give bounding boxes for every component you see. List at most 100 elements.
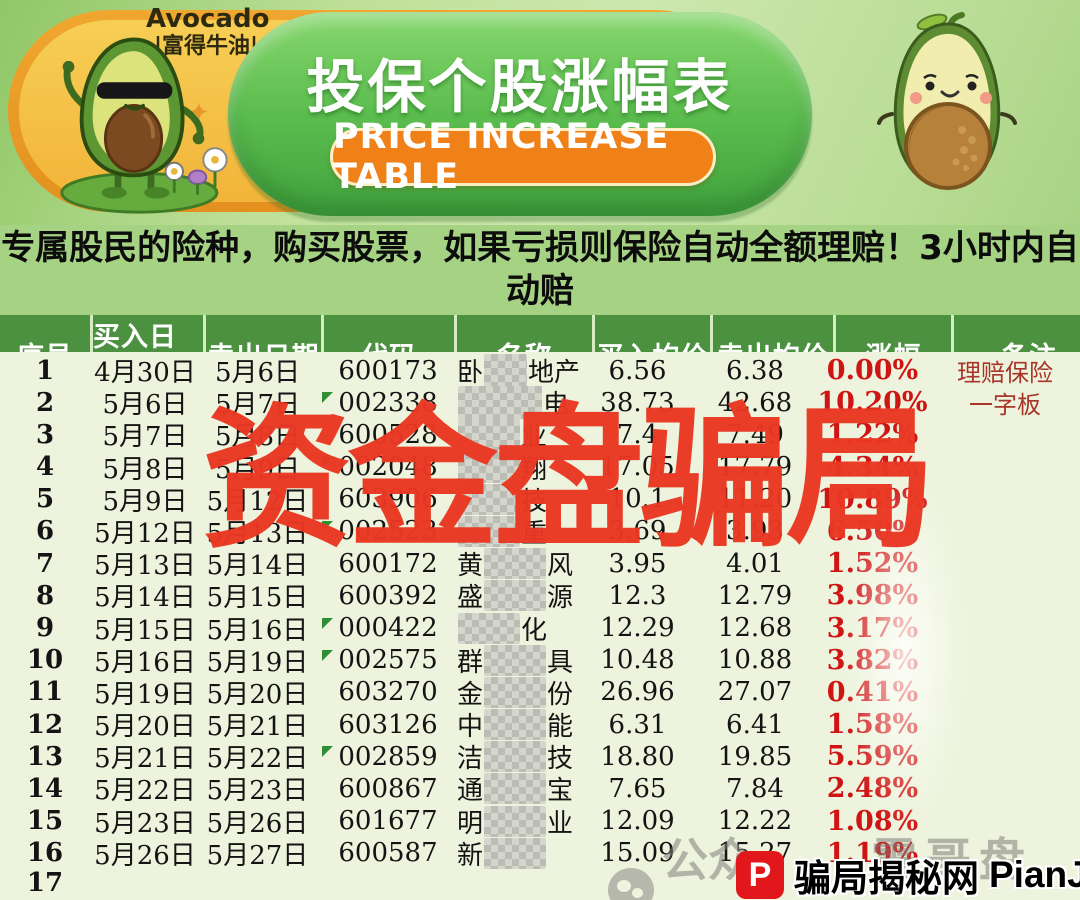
cell-change: 3.98%: [826, 580, 919, 612]
code-value: 002048: [338, 452, 438, 483]
cell-buy-date: 5月21日: [94, 744, 196, 775]
cell-sell-price: 11.20: [717, 484, 793, 515]
cell-index: 13: [26, 741, 64, 772]
cell-change: 10.20%: [817, 387, 928, 419]
cell-code: 600587: [315, 838, 445, 868]
cell-change: 2.48%: [826, 773, 919, 805]
cell-name: 卧 地产: [445, 352, 580, 389]
table-row: 6 5月12日 5月13日 002523 重 3.69 3.93 6.50%: [0, 513, 1080, 549]
cell-code: 603126: [315, 710, 445, 740]
cell-code: 600867: [315, 774, 445, 804]
cell-buy-price: 17.05: [600, 452, 675, 483]
code-value: 603906: [338, 484, 438, 515]
cell-sell-date: 5月16日: [206, 615, 309, 646]
page-subtitle: PRICE INCREASE TABLE: [330, 117, 716, 197]
table-row: 12 5月20日 5月21日 603126 中 能 6.31 6.41 1.58…: [0, 706, 1080, 742]
site-url: PianJu.Top: [989, 854, 1080, 895]
cell-index: 16: [26, 838, 64, 869]
censor-mosaic: [458, 515, 520, 547]
name-prefix: 通: [457, 776, 484, 807]
code-value: 600867: [338, 773, 438, 804]
cell-name: 重: [445, 513, 580, 550]
code-flag-icon: [322, 649, 334, 661]
cell-index: 1: [35, 355, 55, 386]
name-suffix: 风: [547, 551, 574, 582]
cell-index: 5: [35, 484, 55, 515]
cell-sell-price: 6.38: [726, 355, 784, 386]
cell-sell-date: 5月19日: [206, 647, 309, 678]
cell-sell-price: 12.22: [717, 806, 793, 837]
name-prefix: 洁: [457, 744, 484, 775]
cell-change: 0.41%: [826, 676, 919, 708]
cell-code: 600172: [315, 549, 445, 579]
cell-change: 1.19%: [826, 837, 919, 869]
cell-sell-date: 5月26日: [206, 808, 309, 839]
code-value: 002523: [338, 516, 438, 547]
code-value: 603270: [338, 677, 438, 708]
cell-sell-date: 5月9日: [214, 454, 301, 485]
cell-sell-date: 5月12日: [206, 486, 309, 517]
cell-change: 10.89%: [817, 483, 928, 515]
name-suffix: 重: [521, 518, 548, 549]
name-suffix: 源: [547, 583, 574, 614]
code-flag-icon: [322, 520, 334, 532]
cell-code: 603270: [315, 677, 445, 707]
notice-line1: 专属股民的险种，购买股票，如果亏损则保险自动全额理赔！3小时内自动赔: [1, 228, 1079, 311]
cell-name: 技: [445, 481, 580, 518]
cell-note: 理赔保险: [957, 359, 1053, 387]
cell-code: 603906: [315, 484, 445, 514]
cell-buy-date: 5月16日: [94, 647, 196, 678]
cell-name: 群 具: [445, 642, 580, 679]
censor-mosaic: [484, 741, 547, 773]
cell-name: 黄 风: [445, 545, 580, 582]
cell-sell-date: 5月7日: [214, 390, 301, 421]
cell-change: 1.52%: [826, 548, 919, 580]
table-row: 4 5月8日 5月9日 002048 翔 17.05 17.79 4.34%: [0, 449, 1080, 485]
cell-buy-date: 5月15日: [94, 615, 196, 646]
cell-index: 8: [35, 580, 55, 611]
cell-change: 0.00%: [826, 355, 919, 386]
code-value: 603126: [338, 709, 438, 740]
table-row: 9 5月15日 5月16日 000422 化 12.29 12.68 3.17%: [0, 610, 1080, 646]
cell-code: [315, 883, 445, 884]
censor-mosaic: [458, 451, 520, 483]
cell-sell-price: 7.49: [726, 419, 784, 450]
name-suffix: 业: [547, 808, 574, 839]
cell-code: 000422: [315, 613, 445, 643]
cell-buy-date: 5月6日: [102, 390, 188, 421]
cell-code: 002048: [315, 452, 445, 482]
cell-sell-price: 3.93: [726, 516, 784, 547]
cell-change: 6.50%: [826, 515, 919, 547]
cell-sell-date: 5月14日: [206, 551, 309, 582]
cell-change: 1.58%: [826, 709, 919, 741]
cell-index: 11: [26, 677, 64, 708]
brand-label: Avocado |富得牛油|: [146, 4, 270, 58]
censor-mosaic: [484, 837, 547, 869]
cell-sell-date: 5月23日: [206, 776, 309, 807]
name-prefix: 中: [457, 712, 484, 743]
cell-sell-date: 5月21日: [206, 712, 309, 743]
cell-sell-price: 7.84: [726, 773, 784, 804]
name-prefix: 卧: [457, 358, 484, 388]
table-row: 11 5月19日 5月20日 603270 金 份 26.96 27.07 0.…: [0, 674, 1080, 710]
cell-buy-date: 5月7日: [102, 422, 188, 453]
site-name: 骗局揭秘网: [794, 857, 979, 900]
cell-buy-date: 5月19日: [94, 679, 196, 710]
cell-sell-price: 17.79: [717, 452, 793, 483]
code-flag-icon: [322, 456, 334, 468]
table-header: 序号 买入日期 卖出日期 代码 名称 买入均价 卖出均价 涨幅 备注: [0, 315, 1080, 393]
cell-code: 002575: [315, 645, 445, 675]
name-prefix: 群: [457, 647, 484, 678]
brand-name: Avocado: [146, 4, 270, 34]
cell-sell-price: 12.68: [717, 613, 793, 643]
channel-watermark-name: 震哥盘界: [871, 833, 1033, 900]
code-flag-icon: [322, 392, 334, 404]
cell-name: 金 份: [445, 674, 580, 711]
cell-note: 一字板: [969, 391, 1041, 420]
name-suffix: 化: [521, 615, 548, 646]
cell-sell-price: 4.01: [726, 548, 784, 579]
cell-name: 盛 源: [445, 577, 580, 614]
site-logo: P: [736, 851, 784, 899]
censor-mosaic: [458, 419, 520, 451]
cell-buy-price: 6.31: [608, 709, 667, 740]
